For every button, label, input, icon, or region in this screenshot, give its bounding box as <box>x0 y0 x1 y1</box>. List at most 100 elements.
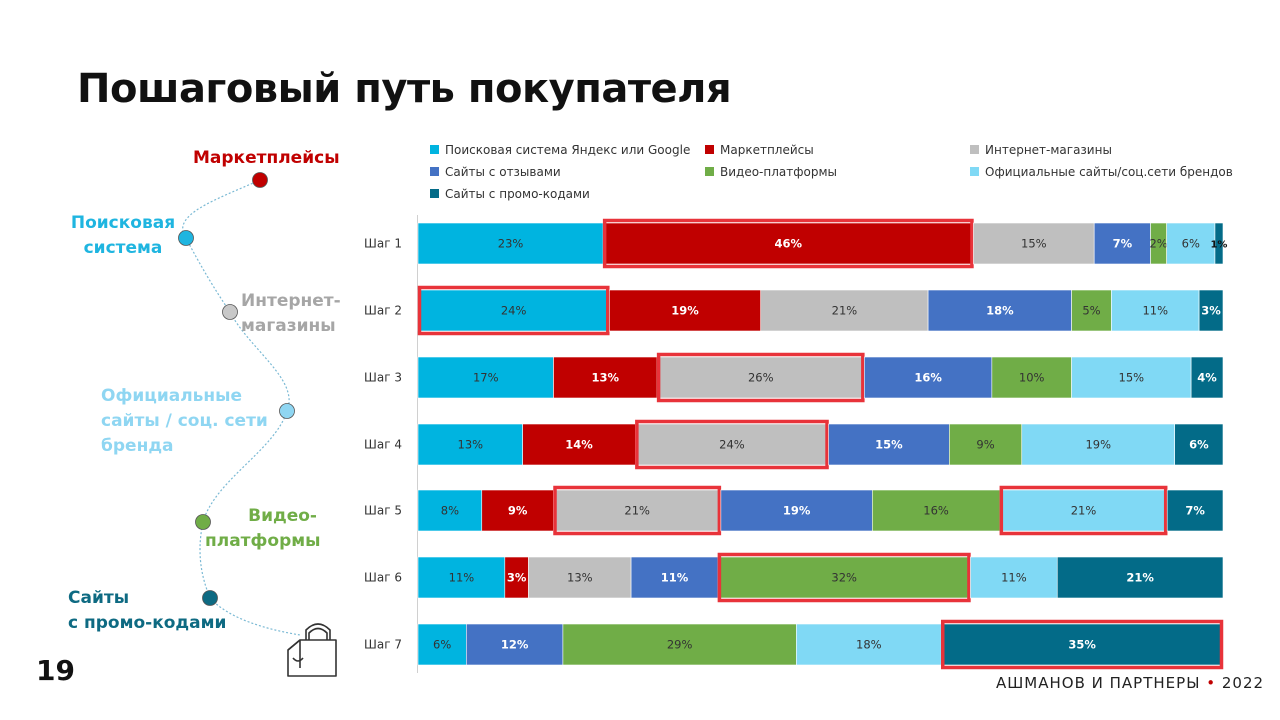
category-label: Шаг 1 <box>364 237 402 251</box>
highlight-frame <box>635 419 829 470</box>
bar-segment <box>717 556 971 599</box>
data-label: 32% <box>831 571 857 585</box>
bar-segment <box>562 623 797 666</box>
bar-segment <box>1093 222 1151 265</box>
data-label: 23% <box>498 237 524 251</box>
data-label: 21% <box>624 504 650 518</box>
bar-segment <box>608 289 762 332</box>
bar-segment <box>553 356 658 399</box>
page-number: 19 <box>36 654 75 687</box>
bar-segment <box>1071 289 1112 332</box>
bar-segment <box>522 423 636 466</box>
legend-swatch <box>970 145 979 154</box>
data-label: 15% <box>875 438 903 452</box>
highlight-frame <box>553 485 722 536</box>
legend-label: Видео-платформы <box>720 165 837 179</box>
data-label: 13% <box>567 571 593 585</box>
legend-online-stores: Интернет-магазины <box>970 143 1112 157</box>
data-label: 12% <box>501 638 529 652</box>
highlight-frame <box>656 352 865 403</box>
category-label: Шаг 3 <box>364 371 402 385</box>
bar-segment <box>635 423 829 466</box>
data-label: 19% <box>783 504 811 518</box>
category-label: Шаг 5 <box>364 504 402 518</box>
bar-segment <box>417 423 523 466</box>
data-label: 9% <box>508 504 528 518</box>
legend-swatch <box>430 189 439 198</box>
data-label: 15% <box>1021 237 1047 251</box>
legend-label: Маркетплейсы <box>720 143 814 157</box>
data-label: 7% <box>1185 504 1205 518</box>
bar-segment <box>927 289 1072 332</box>
journey-dot-video <box>195 514 211 530</box>
bar-segment <box>417 556 506 599</box>
bar-segment <box>828 423 950 466</box>
bar-segment <box>720 489 873 532</box>
data-label: 13% <box>458 438 484 452</box>
data-label: 3% <box>507 571 527 585</box>
bar-segment <box>1111 289 1200 332</box>
data-label: 9% <box>976 438 994 452</box>
data-label: 18% <box>856 638 882 652</box>
bar-segment <box>1174 423 1224 466</box>
customer-journey-diagram <box>178 172 337 677</box>
legend-marketplaces: Маркетплейсы <box>705 143 814 157</box>
highlight-frame <box>941 619 1224 670</box>
bar-segment <box>481 489 554 532</box>
data-label: 26% <box>748 371 774 385</box>
category-label: Шаг 2 <box>364 304 402 318</box>
data-label: 29% <box>667 638 693 652</box>
data-label: 15% <box>1119 371 1145 385</box>
bar-segment <box>864 356 993 399</box>
category-label: Шаг 6 <box>364 571 402 585</box>
data-label: 18% <box>986 304 1014 318</box>
legend-swatch <box>430 145 439 154</box>
data-label: 19% <box>1085 438 1111 452</box>
data-label: 21% <box>832 304 858 318</box>
data-label: 1% <box>1210 240 1227 251</box>
journey-dot-marketplaces <box>252 172 268 188</box>
page-title: Пошаговый путь покупателя <box>77 66 732 112</box>
data-label: 6% <box>1189 438 1209 452</box>
highlight-frame <box>717 552 971 603</box>
legend-swatch <box>970 167 979 176</box>
bar-segment <box>417 623 467 666</box>
bar-segment <box>528 556 632 599</box>
legend-label: Поисковая система Яндекс или Google <box>445 143 691 157</box>
legend-search: Поисковая система Яндекс или Google <box>430 143 690 157</box>
data-label: 10% <box>1019 371 1045 385</box>
data-label: 35% <box>1068 638 1096 652</box>
category-label: Шаг 7 <box>364 638 402 652</box>
legend-promo-codes: Сайты с промо-кодами <box>430 187 590 201</box>
bar-segment <box>1021 423 1175 466</box>
data-label: 11% <box>449 571 475 585</box>
data-label: 11% <box>661 571 689 585</box>
legend-swatch <box>430 167 439 176</box>
bar-segment <box>1190 356 1224 399</box>
data-label: 11% <box>1001 571 1027 585</box>
data-label: 3% <box>1201 304 1221 318</box>
category-label: Шаг 4 <box>364 438 402 452</box>
bar-segment <box>656 356 865 399</box>
bar-segment <box>466 623 564 666</box>
data-label: 16% <box>923 504 949 518</box>
stacked-bar-chart: Шаг 1 23% 46% 15% 7% 2% 6% 1% Шаг 2 24% 19% 21% 18% 5… <box>364 215 1227 673</box>
chart-legend: Поисковая система Яндекс или Google Марке… <box>430 143 1233 211</box>
brand-year: 2022 <box>1221 674 1265 692</box>
journey-label-online-stores: Интернет- магазины <box>241 291 341 336</box>
bar-segment <box>1071 356 1192 399</box>
journey-label-search: Поисковая система <box>70 213 176 258</box>
bar-segment <box>999 489 1168 532</box>
brand-dot: • <box>1206 674 1217 692</box>
legend-swatch <box>705 167 714 176</box>
bar-segment <box>970 556 1058 599</box>
bar-segment <box>991 356 1072 399</box>
journey-label-promo-codes: Сайты с промо-кодами <box>68 588 227 633</box>
data-label: 46% <box>775 237 803 251</box>
data-label: 6% <box>1182 237 1200 251</box>
bar-segment <box>1198 289 1224 332</box>
bar-segment <box>417 356 554 399</box>
journey-label-marketplaces: Маркетплейсы <box>193 148 340 168</box>
highlight-frame <box>417 285 610 336</box>
brand-name: АШМАНОВ И ПАРТНЕРЫ <box>996 674 1201 692</box>
